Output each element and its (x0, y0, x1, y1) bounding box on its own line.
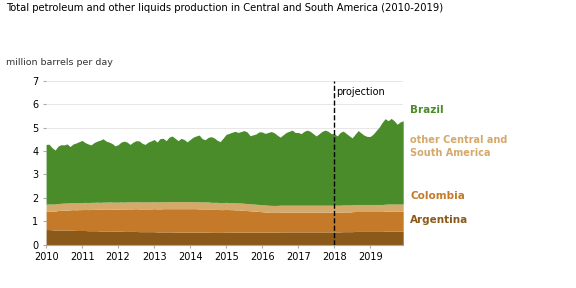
Text: Total petroleum and other liquids production in Central and South America (2010-: Total petroleum and other liquids produc… (6, 3, 443, 13)
Text: Colombia: Colombia (410, 191, 465, 200)
Text: other Central and
South America: other Central and South America (410, 135, 507, 158)
Text: Brazil: Brazil (410, 105, 444, 115)
Text: projection: projection (336, 86, 385, 96)
Text: Argentina: Argentina (410, 215, 469, 225)
Text: million barrels per day: million barrels per day (6, 58, 113, 67)
